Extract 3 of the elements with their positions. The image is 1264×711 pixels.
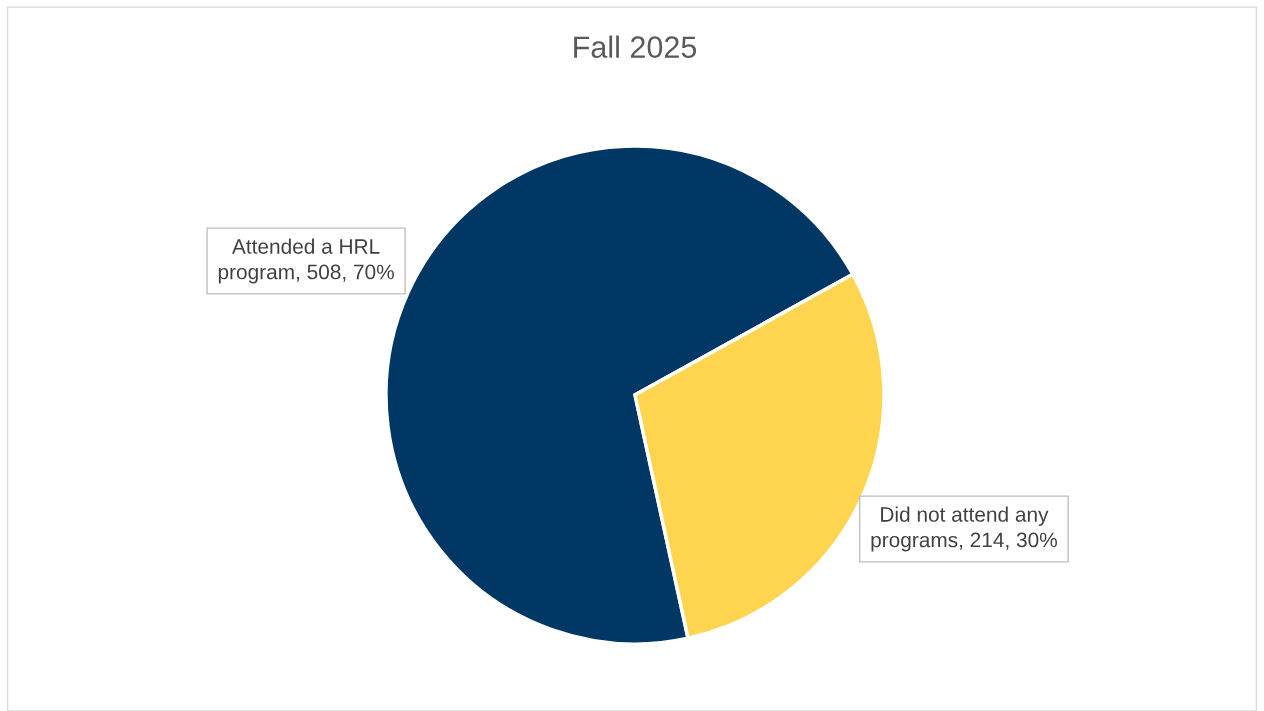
chart-title: Fall 2025: [574, 35, 697, 58]
slice-label: Did not attend any programs, 214, 30%: [871, 506, 1057, 552]
slice-label: Attended a HRL program, 508, 70%: [218, 238, 394, 284]
